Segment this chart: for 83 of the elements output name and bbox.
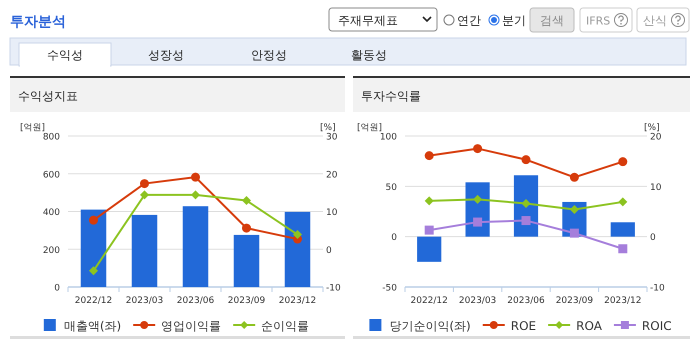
text: 검색 xyxy=(540,14,564,28)
y-tick-label: 0 xyxy=(391,233,398,244)
y2-tick-label: 20 xyxy=(650,132,662,142)
x-tick-label: 2023/03 xyxy=(458,296,496,306)
point xyxy=(89,216,98,225)
point xyxy=(140,179,149,188)
point xyxy=(522,216,530,226)
point xyxy=(191,190,200,200)
bar xyxy=(610,222,635,237)
point xyxy=(522,198,530,208)
point xyxy=(89,266,98,276)
y2-tick-label: 10 xyxy=(650,182,662,193)
y2-axis-title: [%] xyxy=(644,123,660,133)
legend-label: ROIC xyxy=(642,319,672,333)
text: 연간 xyxy=(457,14,481,28)
x-tick-label: 2023/12 xyxy=(604,296,642,306)
legend-label: ROA xyxy=(576,319,603,333)
bar xyxy=(417,236,442,262)
x-tick-label: 2023/06 xyxy=(176,296,214,306)
point xyxy=(191,172,200,182)
point xyxy=(424,196,434,206)
point xyxy=(570,172,579,182)
legend-label: 영업이익률 xyxy=(161,319,222,333)
chart-title: 수익성지표 xyxy=(18,89,78,103)
point xyxy=(424,151,434,160)
y-tick-label: -50 xyxy=(382,284,398,294)
point xyxy=(618,197,628,206)
y2-tick-label: 0 xyxy=(326,246,332,256)
point xyxy=(242,196,251,206)
text: 성장성 xyxy=(148,48,184,62)
legend-label: ROE xyxy=(510,319,536,333)
text: 수익성 xyxy=(47,48,83,62)
y2-tick-label: -10 xyxy=(326,284,341,294)
point xyxy=(570,228,579,238)
x-tick-label: 2023/09 xyxy=(228,296,266,306)
y-tick-label: 100 xyxy=(380,132,398,142)
bar xyxy=(132,214,158,287)
x-tick-label: 2023/12 xyxy=(278,296,316,306)
x-tick-label: 2023/06 xyxy=(507,296,545,306)
point xyxy=(473,218,482,227)
bar xyxy=(182,206,208,287)
y2-tick-label: 20 xyxy=(326,170,338,180)
x-tick-label: 2023/09 xyxy=(556,296,594,306)
x-tick-label: 2022/12 xyxy=(410,296,448,306)
point xyxy=(570,204,579,214)
point xyxy=(140,190,149,200)
text: 분기 xyxy=(502,14,526,28)
chart-title: 투자수익률 xyxy=(361,89,421,103)
point xyxy=(293,230,302,240)
legend-label: 매출액(좌) xyxy=(64,319,122,333)
y-tick-label: 200 xyxy=(42,246,60,256)
y-axis-title: [억원] xyxy=(20,123,46,133)
y-axis-title: [억원] xyxy=(357,123,382,133)
bar xyxy=(284,212,310,287)
text: IFRS xyxy=(586,14,610,28)
y-tick-label: 50 xyxy=(386,182,398,193)
point xyxy=(473,144,482,154)
text: 산식 xyxy=(643,14,667,28)
y2-axis-title: [%] xyxy=(320,123,336,133)
legend-label: 순이익률 xyxy=(261,319,310,333)
text: 투자분석 xyxy=(10,14,66,30)
point xyxy=(473,194,482,204)
y-tick-label: 400 xyxy=(42,208,60,218)
point xyxy=(242,224,251,233)
bar xyxy=(80,210,106,287)
point xyxy=(424,226,434,235)
bar xyxy=(234,234,260,287)
y-tick-label: 800 xyxy=(42,132,60,142)
y2-tick-label: 10 xyxy=(326,208,338,218)
point xyxy=(618,157,628,166)
y2-tick-label: 0 xyxy=(650,233,656,244)
text: 안정성 xyxy=(251,48,287,62)
y2-tick-label: 30 xyxy=(326,132,338,142)
text: 주재무제표 xyxy=(338,14,398,28)
x-tick-label: 2022/12 xyxy=(74,296,112,306)
point xyxy=(618,244,628,254)
y2-tick-label: -10 xyxy=(650,284,665,294)
point xyxy=(522,155,530,164)
text: 활동성 xyxy=(351,48,387,62)
y-tick-label: 600 xyxy=(42,170,60,180)
y-tick-label: 0 xyxy=(54,284,60,294)
x-tick-label: 2023/03 xyxy=(126,296,164,306)
legend-label: 당기순이익(좌) xyxy=(389,319,471,333)
